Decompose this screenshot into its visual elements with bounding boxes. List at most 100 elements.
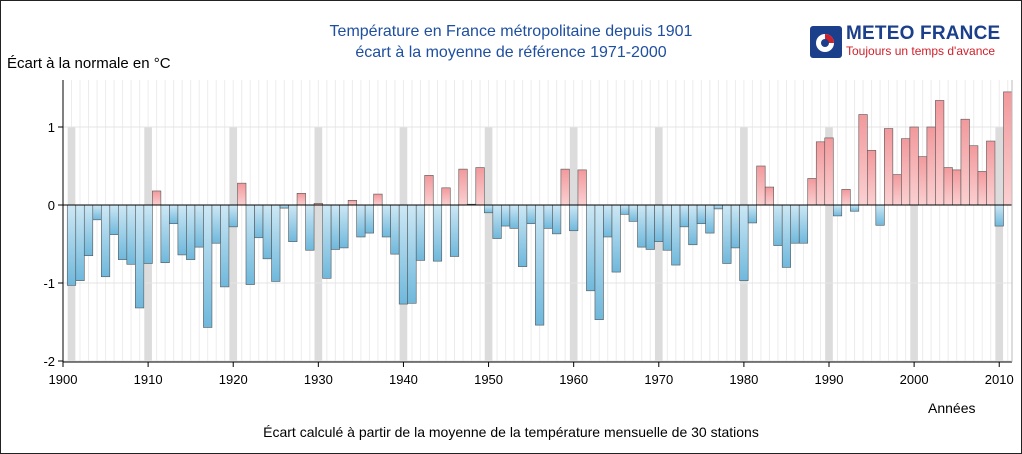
bar-1903 (83, 204, 94, 257)
bar-1983 (764, 186, 774, 206)
bar-1927 (288, 204, 298, 242)
bar-1982 (756, 165, 766, 206)
x-tick-label: 1900 (49, 372, 78, 387)
decade-band (229, 127, 238, 362)
bar-1956 (535, 204, 545, 326)
decade-band (910, 127, 918, 362)
bar-1917 (203, 204, 213, 328)
bar-1910 (143, 204, 153, 264)
bar-2001 (918, 156, 928, 206)
bar-1973 (679, 204, 689, 228)
logo-tagline: Toujours un temps d'avance (846, 44, 996, 58)
bar-2007 (969, 145, 979, 206)
x-tick-label: 1940 (389, 372, 418, 387)
bar-1945 (441, 187, 451, 206)
bar-1941 (407, 204, 417, 304)
bar-1901 (66, 204, 77, 286)
bar-1987 (798, 204, 809, 244)
decade-band (825, 127, 833, 362)
bar-1946 (449, 204, 460, 257)
bar-1911 (152, 190, 162, 206)
bar-1912 (160, 204, 170, 264)
bar-1953 (509, 204, 519, 229)
x-tick-label: 1930 (304, 372, 333, 387)
x-tick-label: 1950 (474, 372, 503, 387)
bar-1964 (603, 204, 613, 238)
bar-1994 (858, 114, 868, 206)
bar-1943 (424, 175, 434, 206)
bar-1924 (262, 204, 272, 260)
bar-1961 (577, 169, 587, 206)
decade-band (654, 127, 663, 362)
bar-1918 (211, 204, 221, 244)
chart-title-line-1: Température en France métropolitaine dep… (329, 23, 693, 40)
chart-footnote: Écart calculé à partir de la moyenne de … (263, 424, 759, 440)
bar-2003 (935, 100, 945, 206)
bar-1958 (552, 204, 562, 235)
bar-1915 (186, 204, 196, 260)
bar-1984 (773, 204, 783, 246)
x-tick-label: 1970 (644, 372, 673, 387)
bar-1977 (713, 204, 723, 210)
y-tick-label: 0 (48, 198, 55, 213)
bar-2002 (926, 126, 936, 206)
bar-1962 (586, 204, 596, 292)
bar-1931 (322, 204, 332, 279)
bar-1995 (867, 150, 877, 206)
x-tick-label: 1990 (815, 372, 844, 387)
bar-1993 (849, 204, 860, 212)
bar-1914 (177, 204, 187, 256)
bar-1905 (101, 204, 111, 278)
bar-1965 (611, 204, 621, 273)
y-axis-label: Écart à la normale en °C (7, 55, 171, 72)
bar-2008 (977, 171, 987, 206)
bar-1979 (730, 204, 740, 249)
bar-2011 (1003, 91, 1013, 206)
chart-title-line-2: écart à la moyenne de référence 1971-200… (355, 44, 667, 61)
x-tick-label: 1980 (729, 372, 758, 387)
bar-1963 (594, 204, 604, 320)
bar-1902 (75, 204, 85, 281)
bar-1997 (884, 128, 894, 206)
bar-2006 (960, 118, 970, 206)
x-tick-label: 1960 (559, 372, 588, 387)
bar-1992 (841, 189, 851, 206)
bar-1944 (432, 204, 443, 262)
bar-1972 (671, 204, 681, 266)
bar-2004 (943, 167, 953, 206)
x-tick-label: 2010 (985, 372, 1014, 387)
bar-1986 (790, 204, 800, 244)
bar-1968 (637, 204, 647, 248)
decade-band (995, 127, 1004, 362)
bar-1998 (892, 174, 902, 206)
bar-1907 (118, 204, 128, 260)
bar-2005 (952, 169, 962, 206)
bar-1949 (475, 167, 485, 206)
bar-1928 (296, 193, 306, 206)
bar-2009 (986, 140, 996, 206)
logo-emblem-icon (810, 26, 842, 58)
y-tick-label: -2 (43, 354, 55, 369)
bar-1934 (347, 200, 357, 206)
bar-1967 (628, 204, 638, 222)
bar-2000 (909, 126, 919, 206)
bar-1976 (705, 204, 715, 234)
bar-1906 (109, 204, 119, 235)
bar-1952 (501, 204, 511, 227)
bar-1947 (458, 168, 468, 206)
bar-1909 (135, 204, 145, 309)
bar-1925 (271, 204, 281, 282)
bar-1904 (92, 204, 102, 221)
x-tick-label: 1910 (134, 372, 163, 387)
decade-band (484, 127, 493, 362)
bar-1932 (330, 204, 340, 250)
bar-1991 (832, 204, 843, 217)
decade-band (314, 127, 323, 362)
bar-1985 (781, 204, 792, 268)
bar-1974 (688, 204, 698, 246)
bar-1955 (526, 204, 536, 225)
bar-1913 (169, 204, 179, 225)
bar-1942 (415, 204, 426, 261)
x-tick-label: 1920 (219, 372, 248, 387)
